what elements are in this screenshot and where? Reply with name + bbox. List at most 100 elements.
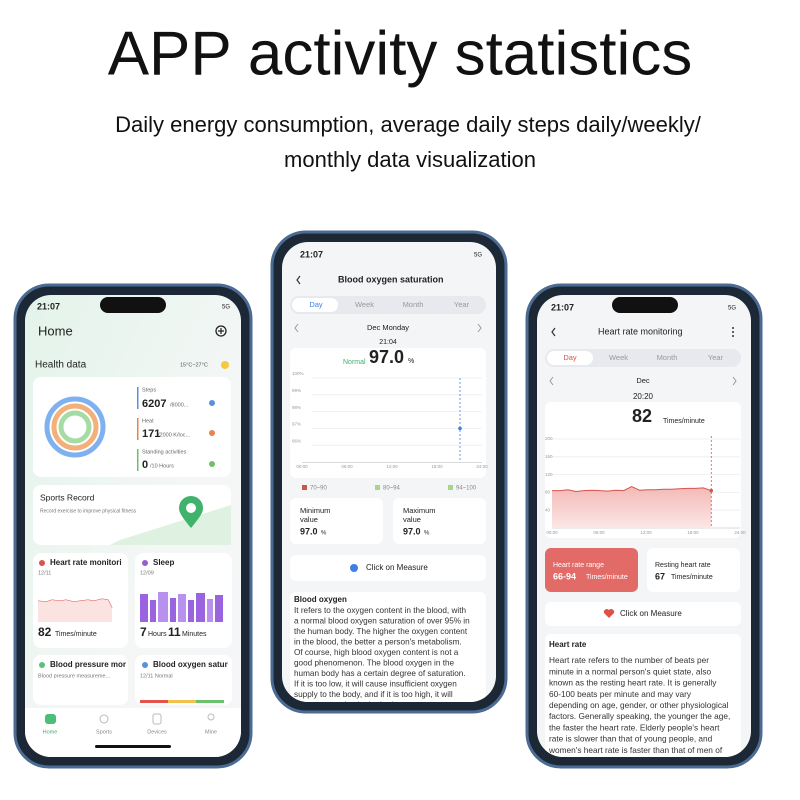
paragraph-line: 60-100 beats per minute and may vary <box>549 689 692 699</box>
period-tab: Year <box>454 300 470 309</box>
area <box>552 486 712 528</box>
stat-value: 97.0 <box>403 526 421 536</box>
paragraph-line: depending on age, gender, or other physi… <box>549 700 729 710</box>
line <box>552 486 712 493</box>
card-title: Sports Record <box>40 492 95 502</box>
stat-label: Resting heart rate <box>655 562 711 569</box>
y-tick-label: 120 <box>545 472 553 477</box>
y-tick-label: 160 <box>545 454 553 459</box>
notch <box>612 297 678 313</box>
x-tick-label: 06:00 <box>593 530 605 535</box>
button-label: Click on Measure <box>620 609 682 618</box>
stat-value: 67 <box>655 571 665 581</box>
period-tab: Day <box>563 353 577 362</box>
reading: 97.0 <box>369 347 404 367</box>
x-tick-label: 24:00 <box>734 530 746 535</box>
screen-title: Blood oxygen saturation <box>338 274 444 284</box>
legend-swatch <box>302 485 307 490</box>
tab-label: Mine <box>205 729 217 735</box>
card-title: Sleep <box>153 558 174 567</box>
card-date: 12/11 <box>38 570 51 576</box>
status-network: 5G <box>728 306 736 312</box>
tab-label: Home <box>43 729 58 735</box>
y-tick-label: 40 <box>545 507 551 512</box>
period-tab: Year <box>708 353 724 362</box>
data-point <box>458 426 462 431</box>
stat-unit: % <box>424 531 430 537</box>
metric-label: Steps <box>142 387 156 393</box>
paragraph-line: the same age. <box>549 756 602 766</box>
stat-unit: Times/minute <box>671 574 713 581</box>
stat-value: 66-94 <box>553 571 576 581</box>
x-tick-label: 24:00 <box>476 464 488 469</box>
info-title: Blood oxygen <box>294 595 347 604</box>
card-value: 82 <box>38 625 52 639</box>
status-network: 5G <box>222 305 230 311</box>
paragraph-line: It refers to the oxygen content in the b… <box>294 606 466 615</box>
card-title: Blood oxygen satur <box>153 660 228 669</box>
headline: APP activity statistics <box>108 19 693 88</box>
screen-title: Home <box>38 323 73 338</box>
paragraph-line: a normal blood oxygen saturation of over… <box>294 617 470 626</box>
heart-screen: 21:07 5G Heart rate monitoring Day Week Month… <box>537 295 751 766</box>
period-tab: Week <box>609 353 628 362</box>
status-time: 21:07 <box>300 249 323 259</box>
paragraph-line: supply to the body, and if it is too hig… <box>294 690 453 699</box>
card-date: 12/09 <box>140 570 154 576</box>
metric-goal: /2000 K/loc... <box>158 432 191 438</box>
date: Dec Monday <box>367 323 409 332</box>
tab-label: Devices <box>147 729 167 735</box>
y-tick-label: 96% <box>292 438 301 443</box>
period-tab: Month <box>403 300 424 309</box>
y-tick-label: 100% <box>292 371 304 376</box>
oxygen-screen: 21:07 5G Blood oxygen saturation Day Week Mon… <box>282 242 496 702</box>
card-unit: Hours <box>148 631 167 638</box>
legend-label: 94~100 <box>456 486 477 492</box>
card-text: Blood pressure measureme... <box>38 673 111 679</box>
paragraph-line: in the blood, the better a person's meta… <box>294 638 462 647</box>
paragraph-line: Of course, high blood oxygen content is … <box>294 648 459 657</box>
time: 21:04 <box>379 339 397 346</box>
card-unit: Times/minute <box>55 631 97 638</box>
legend-swatch <box>448 485 453 490</box>
status-network: 5G <box>474 253 482 259</box>
time: 20:20 <box>633 392 654 401</box>
period-tab: Month <box>657 353 678 362</box>
stat-label: value <box>403 515 421 524</box>
tab-label: Sports <box>96 729 112 735</box>
x-tick-label: 18:00 <box>431 464 443 469</box>
stat-unit: Times/minute <box>586 574 628 581</box>
unit: Times/minute <box>663 418 705 425</box>
period-tab: Week <box>355 300 374 309</box>
info-title: Heart rate <box>549 640 587 649</box>
metric-goal: /10 Hours <box>150 463 174 469</box>
y-tick-label: 200 <box>545 436 553 441</box>
weather: 15°C~27°C <box>180 362 208 368</box>
metric-value: 0 <box>142 459 148 471</box>
paragraph-line: women's heart rate is faster than that o… <box>548 745 723 755</box>
x-tick-label: 00:00 <box>546 530 558 535</box>
x-tick-label: 00:00 <box>296 464 308 469</box>
x-tick-label: 18:00 <box>687 530 699 535</box>
paragraph-line: If it is too low, it will cause insuffic… <box>294 680 457 689</box>
subtitle: monthly data visualization <box>284 147 536 172</box>
status: Normal <box>343 359 366 366</box>
section-title: Health data <box>35 360 87 371</box>
subtitle: Daily energy consumption, average daily … <box>115 112 702 137</box>
metric-value: 171 <box>142 428 160 440</box>
metric-label: Heat <box>142 418 154 424</box>
paragraph-line: minute in a normal person's quiet state,… <box>549 666 711 676</box>
paragraph-line: human body has a certain degree of satur… <box>294 669 466 678</box>
metric-value: 6207 <box>142 398 166 410</box>
y-tick-label: 97% <box>292 422 301 427</box>
status-time: 21:07 <box>37 301 60 311</box>
reading: 82 <box>632 406 652 426</box>
paragraph-line: the faster the heart rate. Elderly peopl… <box>549 722 720 732</box>
stat-label: Heart rate range <box>553 562 604 569</box>
card-text: Record exercise to improve physical fitn… <box>40 508 137 514</box>
paragraph-line: factors. Generally speaking, the younger… <box>549 711 730 721</box>
y-tick-label: 98% <box>292 405 301 410</box>
y-tick-label: 99% <box>292 388 301 393</box>
